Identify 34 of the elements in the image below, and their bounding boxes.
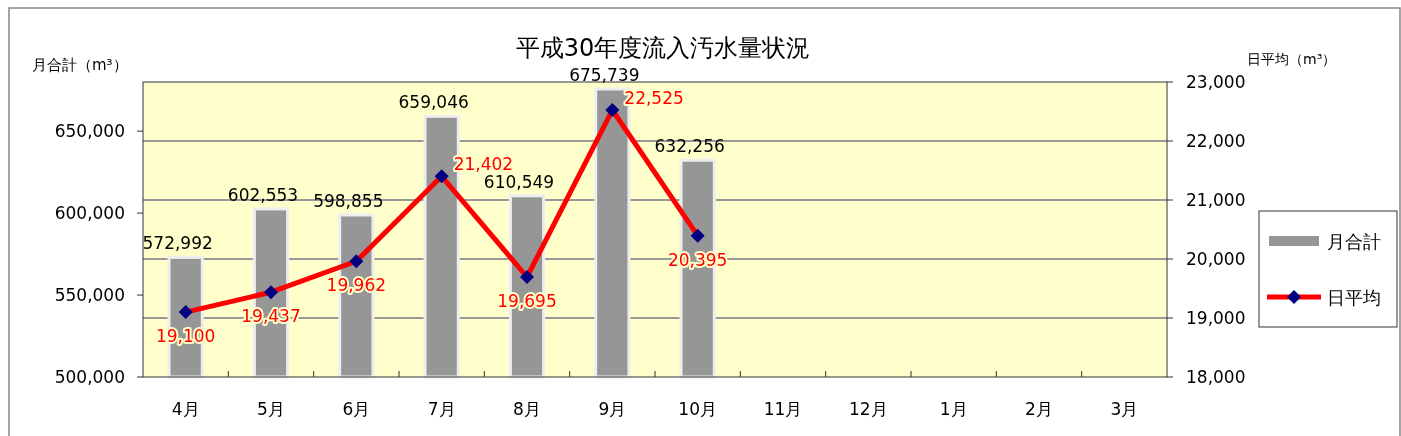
y2-axis-title: 日平均（m³） [1247,51,1337,67]
y-tick-label: 650,000 [54,121,125,142]
x-tick-label: 10月 [678,399,717,419]
x-tick-label: 7月 [427,399,456,419]
data-label: 22,525 [624,88,684,109]
y2-tick-label: 19,000 [1186,308,1246,328]
y2-tick-label: 21,000 [1186,190,1246,210]
x-tick-label: 4月 [171,399,200,419]
legend-label: 月合計 [1327,231,1381,252]
y2-tick-label: 22,000 [1186,131,1246,151]
x-tick-label: 11月 [763,399,803,419]
x-tick-label: 1月 [939,399,968,419]
data-label: 598,855 [313,190,384,211]
y-tick-label: 550,000 [54,285,125,306]
x-tick-label: 12月 [849,399,888,419]
data-label: 572,992 [142,233,213,254]
x-tick-label: 5月 [257,399,285,419]
chart-title: 平成30年度流入汚水量状況 [515,34,811,62]
x-tick-label: 8月 [513,399,541,419]
y2-tick-label: 20,000 [1186,249,1246,269]
y-tick-label: 500,000 [54,367,125,387]
x-tick-label: 2月 [1025,399,1053,419]
x-tick-label: 9月 [598,399,627,419]
y-axis-title: 月合計（m³） [32,56,128,74]
y2-tick-label: 18,000 [1186,367,1246,387]
y-tick-label: 600,000 [54,203,125,224]
data-label: 632,256 [654,136,725,157]
data-label: 675,739 [569,64,640,85]
legend-label: 日平均 [1327,287,1381,308]
x-tick-label: 3月 [1110,399,1139,419]
data-label: 659,046 [398,92,469,113]
y2-tick-label: 23,000 [1186,72,1246,92]
data-label: 602,553 [227,184,299,205]
x-tick-label: 6月 [342,399,371,419]
